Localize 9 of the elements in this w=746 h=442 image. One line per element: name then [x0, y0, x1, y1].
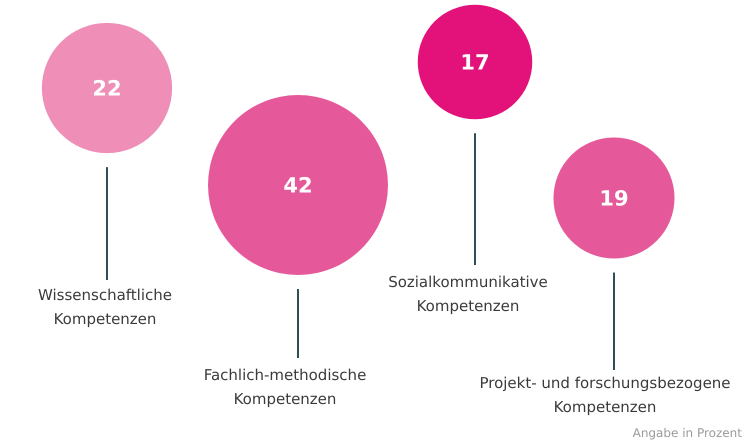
text: Angabe in Prozent: [632, 426, 742, 440]
category-label: Projekt- und forschungsbezogene Kompetenzen: [479, 374, 731, 416]
data-label: 19: [599, 186, 629, 210]
category-label: Sozialkommunikative Kompetenzen: [388, 273, 548, 315]
data-label: 42: [283, 173, 313, 198]
data-label: 17: [460, 50, 490, 74]
category-label: Wissenschaftliche Kompetenzen: [38, 286, 172, 328]
category-label: Fachlich-methodische Kompetenzen: [204, 366, 366, 408]
data-label: 22: [92, 76, 122, 100]
